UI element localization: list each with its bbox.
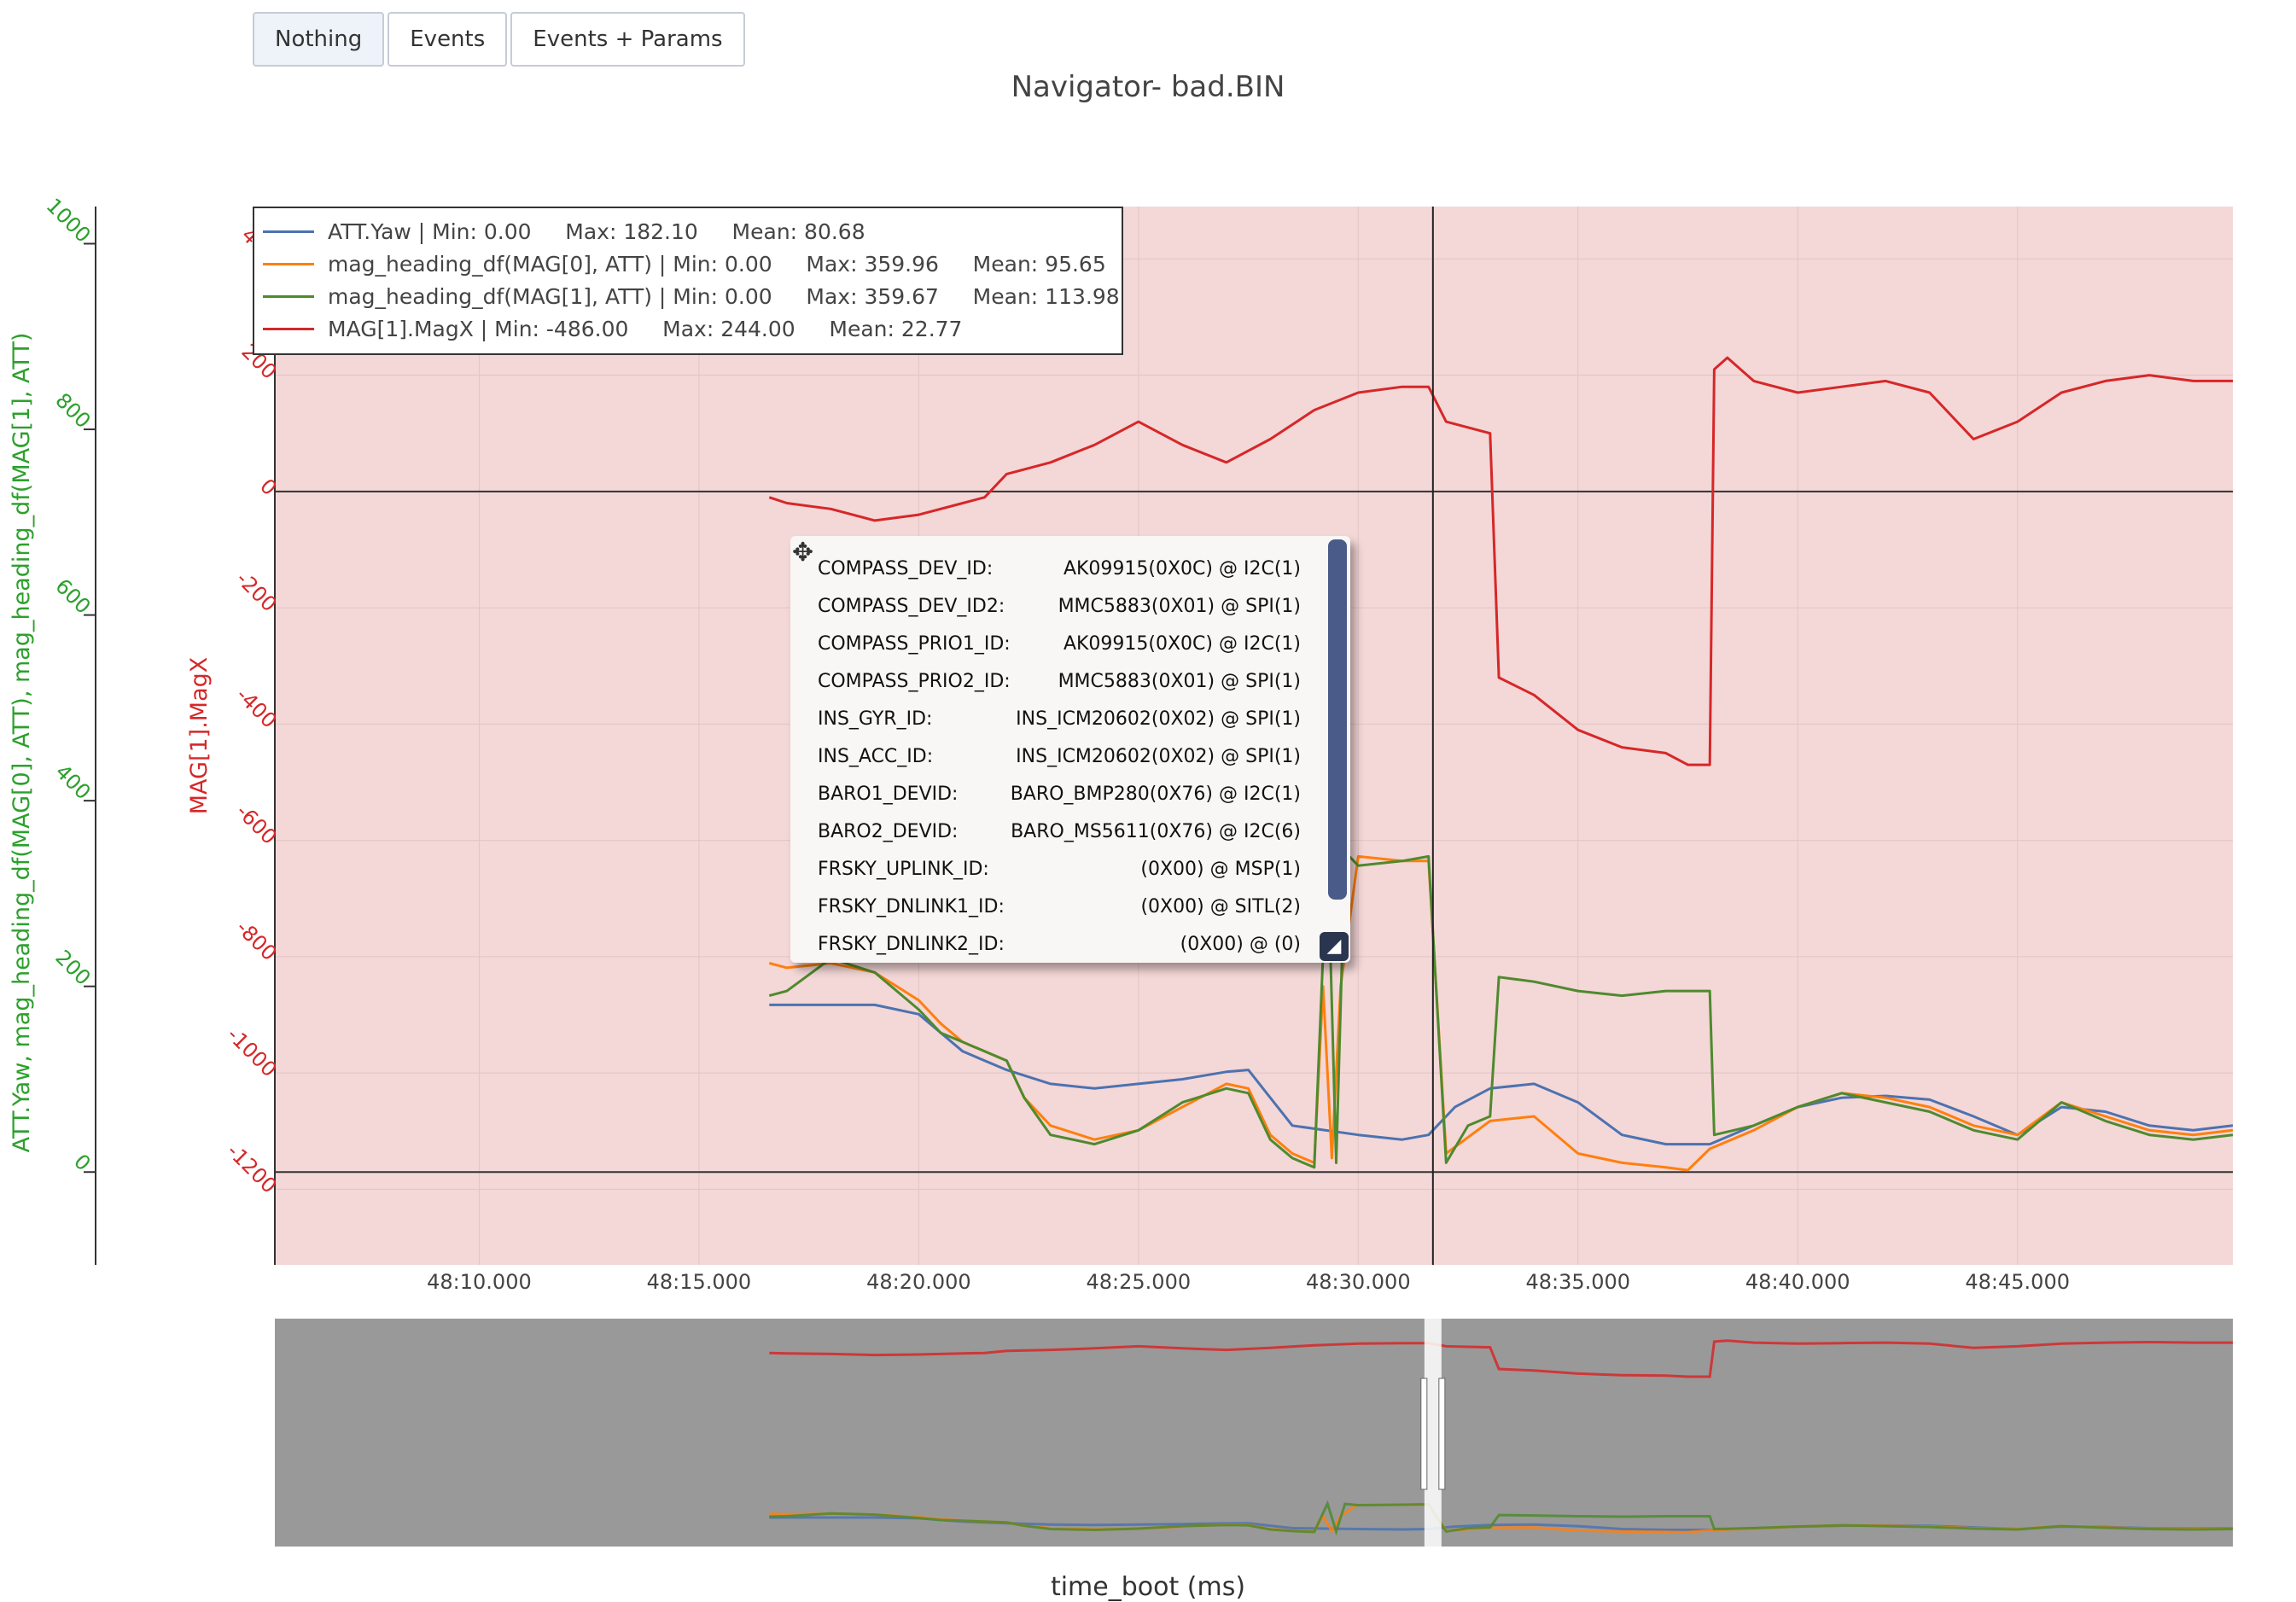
legend-item-att-yaw[interactable]: ATT.Yaw | Min: 0.00 Max: 182.10 Mean: 80… (263, 215, 1122, 248)
param-row: BARO2_DEVID: BARO_MS5611(0X76) @ I2C(6) (818, 813, 1301, 850)
range-slider-series-3 (769, 1339, 2233, 1378)
events-button[interactable]: Events (388, 12, 508, 67)
param-row: FRSKY_DNLINK1_ID: (0X00) @ SITL(2) (818, 888, 1301, 925)
x-tick-label: 48:10.000 (427, 1270, 532, 1294)
x-tick-label: 48:45.000 (1965, 1270, 2070, 1294)
left-y-tick-label: 600 (50, 574, 95, 619)
param-value: (0X00) @ SITL(2) (1140, 895, 1301, 918)
param-value: MMC5883(0X01) @ SPI(1) (1058, 595, 1301, 617)
param-value: INS_ICM20602(0X02) @ SPI(1) (1016, 745, 1301, 767)
param-value: MMC5883(0X01) @ SPI(1) (1058, 670, 1301, 692)
legend-swatch (263, 262, 314, 265)
param-row: COMPASS_PRIO1_ID: AK09915(0X0C) @ I2C(1) (818, 625, 1301, 662)
param-key: COMPASS_DEV_ID2: (818, 595, 1005, 617)
param-row: INS_ACC_ID: INS_ICM20602(0X02) @ SPI(1) (818, 737, 1301, 775)
legend-series-stats: | Min: 0.00 Max: 359.67 Mean: 113.98 (651, 283, 1120, 309)
param-row: BARO1_DEVID: BARO_BMP280(0X76) @ I2C(1) (818, 775, 1301, 813)
series-line-0 (769, 1003, 2234, 1146)
x-tick-label: 48:30.000 (1306, 1270, 1411, 1294)
param-key: INS_ACC_ID: (818, 745, 934, 767)
legend-series-stats: | Min: 0.00 Max: 359.96 Mean: 95.65 (651, 251, 1106, 277)
x-axis-title: time_boot (ms) (1050, 1572, 1246, 1602)
x-tick-labels: 48:10.000 48:15.000 48:20.000 48:25.000 48:3… (427, 1270, 2070, 1294)
series-line-2 (768, 846, 2234, 1169)
legend-item-mag0-heading[interactable]: mag_heading_df(MAG[0], ATT) | Min: 0.00 … (263, 248, 1122, 280)
x-tick-label: 48:40.000 (1745, 1270, 1850, 1294)
param-key: COMPASS_PRIO1_ID: (818, 632, 1011, 655)
left-y-tick-label: 400 (50, 760, 95, 804)
param-key: BARO1_DEVID: (818, 783, 959, 805)
legend-series-name: ATT.Yaw (328, 218, 411, 244)
right-y-tick-label: -200 (231, 567, 281, 616)
range-slider-series-2 (769, 1500, 2234, 1536)
param-key: COMPASS_DEV_ID: (818, 557, 994, 580)
param-key: COMPASS_PRIO2_ID: (818, 670, 1011, 692)
legend-swatch (263, 294, 314, 298)
param-key: FRSKY_DNLINK1_ID: (818, 895, 1005, 918)
legend-series-stats: | Min: -486.00 Max: 244.00 Mean: 22.77 (473, 316, 963, 341)
legend-series-stats: | Min: 0.00 Max: 182.10 Mean: 80.68 (411, 218, 865, 244)
left-y-tick-label: 800 (50, 388, 95, 433)
right-y-tick-label: -1000 (222, 1022, 281, 1081)
param-value: AK09915(0X0C) @ I2C(1) (1063, 557, 1301, 580)
events-params-button[interactable]: Events + Params (510, 12, 745, 67)
legend-series-name: mag_heading_df(MAG[1], ATT) (328, 283, 652, 309)
param-key: FRSKY_DNLINK2_ID: (818, 933, 1005, 955)
range-slider[interactable] (275, 1319, 2234, 1547)
param-key: INS_GYR_ID: (818, 708, 933, 730)
right-y-tick-label: -1200 (222, 1139, 281, 1198)
x-tick-label: 48:20.000 (866, 1270, 971, 1294)
right-y-tick-label: -400 (231, 683, 281, 732)
param-key: BARO2_DEVID: (818, 820, 959, 842)
popup-scrollbar[interactable] (1328, 539, 1347, 900)
range-slider-background (275, 1319, 2233, 1547)
params-popup[interactable]: ✥ COMPASS_DEV_ID: AK09915(0X0C) @ I2C(1) … (790, 536, 1350, 963)
param-row: INS_GYR_ID: INS_ICM20602(0X02) @ SPI(1) (818, 700, 1301, 737)
param-value: (0X00) @ (0) (1180, 933, 1301, 955)
nothing-button[interactable]: Nothing (253, 12, 385, 67)
left-y-tick-label: 1000 (42, 194, 96, 248)
param-value: BARO_BMP280(0X76) @ I2C(1) (1010, 783, 1301, 805)
param-key: FRSKY_UPLINK_ID: (818, 858, 989, 880)
right-y-tick-label: -800 (231, 916, 281, 965)
legend-item-mag1-magx[interactable]: MAG[1].MagX | Min: -486.00 Max: 244.00 M… (263, 312, 1122, 345)
x-tick-label: 48:15.000 (647, 1270, 752, 1294)
left-y-axis-label: ATT.Yaw, mag_heading_df(MAG[0], ATT), ma… (9, 333, 35, 1153)
legend-swatch (263, 230, 314, 233)
x-tick-label: 48:35.000 (1525, 1270, 1630, 1294)
param-value: INS_ICM20602(0X02) @ SPI(1) (1016, 708, 1301, 730)
range-slider-handle-right (1438, 1378, 1446, 1490)
right-y-tick-labels: -1200-1000-800-600-400-2000200400 (222, 223, 281, 1197)
legend-item-mag1-heading[interactable]: mag_heading_df(MAG[1], ATT) | Min: 0.00 … (263, 280, 1122, 312)
display-mode-buttons: Nothing Events Events + Params (253, 12, 745, 67)
param-row: FRSKY_UPLINK_ID: (0X00) @ MSP(1) (818, 850, 1301, 888)
legend: ATT.Yaw | Min: 0.00 Max: 182.10 Mean: 80… (253, 207, 1123, 355)
move-icon[interactable]: ✥ (792, 538, 814, 568)
param-row: COMPASS_DEV_ID2: MMC5883(0X01) @ SPI(1) (818, 587, 1301, 625)
x-tick-label: 48:25.000 (1087, 1270, 1192, 1294)
legend-series-name: MAG[1].MagX (328, 316, 474, 341)
left-y-tick-label: 200 (50, 946, 95, 990)
param-row: FRSKY_DNLINK2_ID: (0X00) @ (0) (818, 925, 1301, 963)
param-value: AK09915(0X0C) @ I2C(1) (1063, 632, 1301, 655)
param-value: (0X00) @ MSP(1) (1140, 858, 1301, 880)
resize-handle-icon[interactable]: ◢ (1320, 932, 1349, 961)
right-y-axis-label: MAG[1].MagX (186, 657, 213, 815)
chart-title: Navigator- bad.BIN (1011, 70, 1285, 104)
range-slider-window (1424, 1319, 1442, 1547)
right-y-tick-label: -600 (231, 800, 281, 849)
legend-swatch (263, 327, 314, 330)
series-line-3 (768, 356, 2233, 766)
series-lines (768, 356, 2234, 1172)
range-slider-handle-left (1420, 1378, 1428, 1490)
legend-series-name: mag_heading_df(MAG[0], ATT) (328, 251, 652, 277)
param-value: BARO_MS5611(0X76) @ I2C(6) (1011, 820, 1301, 842)
param-row: COMPASS_DEV_ID: AK09915(0X0C) @ I2C(1) (818, 550, 1301, 587)
param-row: COMPASS_PRIO2_ID: MMC5883(0X01) @ SPI(1) (818, 662, 1301, 700)
